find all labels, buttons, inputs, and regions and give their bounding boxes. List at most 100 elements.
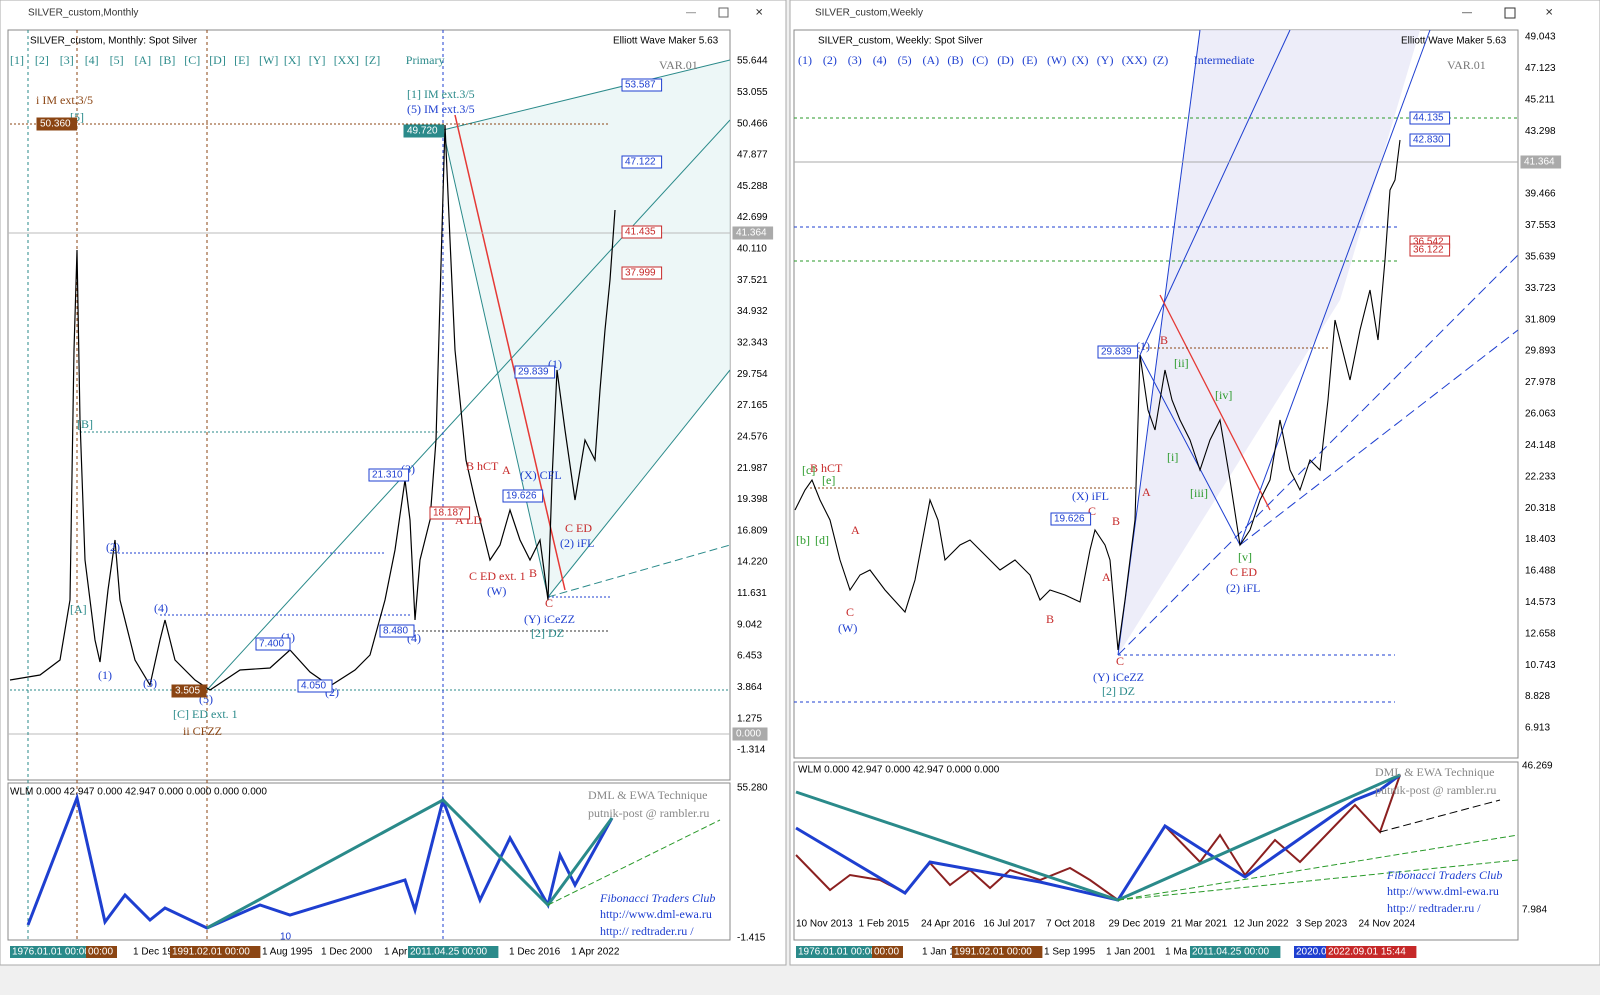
wave-button[interactable]: [XX] — [334, 53, 359, 67]
wave-label: ii CFZZ — [183, 724, 222, 738]
price-box-label: 36.122 — [1413, 245, 1444, 256]
wave-button[interactable]: [C] — [184, 53, 200, 67]
window-title: SILVER_custom,Weekly — [815, 8, 923, 19]
wave-button[interactable]: (Y) — [1097, 53, 1114, 67]
wave-label: (W) — [838, 621, 857, 635]
price-axis-label: 3.864 — [737, 682, 762, 693]
wave-button[interactable]: (XX) — [1122, 53, 1147, 67]
indicator-note: Fibonacci Traders Club — [599, 891, 715, 905]
price-axis-label: 16.488 — [1525, 566, 1556, 577]
price-box-label: 41.364 — [736, 228, 767, 239]
price-axis-label: 27.978 — [1525, 377, 1556, 388]
time-axis-label: 1 Jan 2001 — [1106, 947, 1156, 958]
price-axis-label: 42.699 — [737, 212, 768, 223]
wave-button[interactable]: [4] — [85, 53, 99, 67]
date-label: 16 Jul 2017 — [984, 919, 1036, 930]
date-label: 10 Nov 2013 — [796, 919, 853, 930]
price-axis-label: 18.403 — [1525, 534, 1556, 545]
maximize[interactable] — [718, 7, 729, 18]
wave-button[interactable]: (1) — [798, 53, 812, 67]
wave-label: i IM ext.3/5 — [36, 93, 93, 107]
time-marker-box — [408, 946, 499, 958]
date-label: 12 Jun 2022 — [1234, 919, 1289, 930]
wave-label: B — [1112, 514, 1120, 528]
wave-label: B hCT — [466, 459, 499, 473]
wave-button[interactable]: (W) — [1047, 53, 1066, 67]
degree-button[interactable]: Primary — [406, 53, 445, 67]
degree-button[interactable]: Intermediate — [1194, 53, 1255, 67]
maximize[interactable] — [1504, 7, 1516, 19]
date-label: 24 Apr 2016 — [921, 919, 975, 930]
wave-button[interactable]: [W] — [259, 53, 278, 67]
fork-line — [206, 119, 731, 691]
minimize[interactable]: — — [686, 8, 696, 19]
time-marker-box — [1294, 946, 1331, 958]
date-label: 1 Feb 2015 — [859, 919, 910, 930]
wave-button[interactable]: (E) — [1022, 53, 1037, 67]
close[interactable]: ✕ — [755, 8, 763, 19]
wave-button[interactable]: (Z) — [1153, 53, 1168, 67]
price-box-label: 50.360 — [40, 119, 71, 130]
indicator-note: DML & EWA Technique — [1375, 765, 1494, 779]
price-axis-label: 14.220 — [737, 557, 768, 568]
wave-button[interactable]: (C) — [972, 53, 988, 67]
indicator-note: http://www.dml-ewa.ru — [1387, 884, 1499, 898]
wave-button[interactable]: [X] — [284, 53, 301, 67]
price-box-label: 19.626 — [1054, 514, 1085, 525]
wave-button[interactable]: [Z] — [365, 53, 380, 67]
wave-button[interactable]: (X) — [1072, 53, 1089, 67]
wave-button[interactable]: [E] — [234, 53, 249, 67]
wave-label: [C] ED ext. 1 — [173, 707, 238, 721]
time-axis-label: 1 Aug 1995 — [262, 947, 313, 958]
wave-button[interactable]: (3) — [848, 53, 862, 67]
wave-button[interactable]: [5] — [110, 53, 124, 67]
channel-fill — [1118, 30, 1420, 655]
price-series — [794, 139, 1401, 651]
wave-label: (X) iFL — [1072, 489, 1109, 503]
price-box — [1097, 345, 1139, 359]
wave-button[interactable]: [3] — [60, 53, 74, 67]
price-axis-label: 8.828 — [1525, 691, 1550, 702]
time-axis-label: 1 Ma — [1165, 947, 1188, 958]
time-axis-label: 2011.04.25 00:00 — [410, 947, 488, 958]
wave-label: B — [1160, 333, 1168, 347]
wave-button[interactable]: [2] — [35, 53, 49, 67]
wave-button[interactable]: [A] — [135, 53, 152, 67]
price-axis-label: 39.466 — [1525, 189, 1556, 200]
price-axis-label: 31.809 — [1525, 314, 1556, 325]
wave-button[interactable]: [Y] — [309, 53, 326, 67]
price-axis-label: 12.658 — [1525, 628, 1556, 639]
wave-button[interactable]: (D) — [997, 53, 1014, 67]
indicator-line — [206, 798, 614, 930]
wave-button[interactable]: [1] — [10, 53, 24, 67]
wave-label: [1] IM ext.3/5 — [407, 87, 475, 101]
price-box-label: 3.505 — [175, 686, 200, 697]
wave-button[interactable]: (5) — [898, 53, 912, 67]
time-axis-label: 2022.09.01 15:44 — [1328, 947, 1406, 958]
wave-button[interactable]: (4) — [873, 53, 887, 67]
wave-label: C — [846, 605, 854, 619]
wave-label: [i] — [1167, 450, 1178, 464]
price-axis-label: 24.148 — [1525, 440, 1556, 451]
price-box — [1520, 155, 1562, 169]
price-axis-label: 40.110 — [737, 244, 767, 255]
price-box — [1409, 243, 1451, 257]
minimize[interactable]: — — [1462, 8, 1472, 19]
wave-button[interactable]: [D] — [209, 53, 226, 67]
price-box — [1409, 133, 1451, 147]
price-box-label: 7.400 — [259, 639, 284, 650]
wave-label: [v] — [1238, 550, 1252, 564]
wave-label: (3) — [143, 676, 157, 690]
wave-button[interactable]: [B] — [159, 53, 175, 67]
chart-maker: Elliott Wave Maker 5.63 — [1401, 36, 1507, 47]
wave-button[interactable]: (A) — [923, 53, 940, 67]
wave-button[interactable]: (2) — [823, 53, 837, 67]
time-marker-box — [872, 946, 903, 958]
wave-button[interactable]: (B) — [947, 53, 963, 67]
price-axis-label: 27.165 — [737, 400, 768, 411]
price-box-label: 29.839 — [518, 367, 549, 378]
price-axis-label: 55.644 — [737, 56, 768, 67]
price-axis-label: 32.343 — [737, 338, 768, 349]
trend — [454, 114, 566, 591]
close[interactable]: ✕ — [1545, 8, 1553, 19]
